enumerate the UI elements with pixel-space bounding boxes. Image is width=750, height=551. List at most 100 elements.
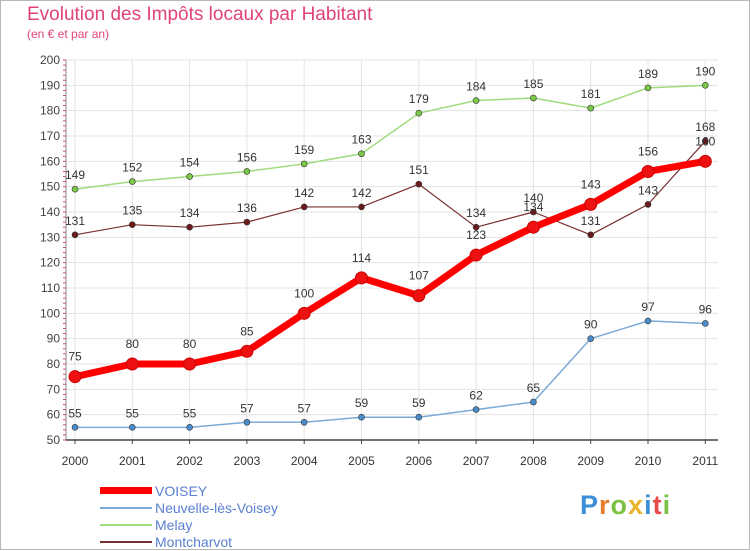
data-label: 163	[351, 133, 371, 147]
data-label: 159	[294, 143, 314, 157]
x-tick-label: 2005	[348, 454, 375, 468]
data-point	[183, 357, 197, 371]
data-label: 185	[523, 77, 543, 91]
data-point	[644, 317, 652, 325]
y-tick-label: 70	[47, 382, 61, 396]
legend-swatch	[100, 524, 152, 526]
data-label: 143	[581, 177, 601, 191]
data-label: 57	[298, 401, 312, 415]
data-label: 80	[183, 337, 197, 351]
series-line	[74, 320, 707, 429]
chart-subtitle: (en € et par an)	[27, 27, 110, 41]
data-point	[358, 413, 365, 421]
data-point	[587, 104, 595, 112]
x-tick-label: 2000	[62, 454, 89, 468]
data-point	[701, 137, 709, 145]
data-point	[297, 306, 311, 320]
y-tick-label: 170	[40, 129, 60, 143]
data-label: 90	[584, 318, 598, 332]
data-label: 154	[180, 156, 200, 170]
series-line	[74, 140, 706, 236]
data-label: 134	[466, 206, 486, 220]
legend-label: Neuvelle-lès-Voisey	[155, 500, 278, 516]
y-tick-label: 130	[40, 230, 60, 244]
data-point	[71, 185, 79, 193]
data-label: 59	[355, 396, 369, 410]
data-point	[584, 197, 598, 211]
data-point	[129, 221, 136, 228]
data-label: 142	[351, 186, 371, 200]
y-tick-label: 150	[40, 180, 60, 194]
data-point	[526, 220, 540, 234]
logo-letter: P	[580, 490, 600, 520]
data-point	[472, 97, 480, 104]
y-tick-label: 90	[47, 332, 61, 346]
data-label: 55	[68, 406, 82, 420]
y-tick-label: 100	[40, 306, 60, 320]
data-point	[355, 271, 368, 285]
data-label: 152	[122, 161, 142, 175]
data-point	[415, 109, 423, 117]
data-point	[415, 180, 423, 188]
data-label: 131	[581, 214, 601, 228]
data-point	[186, 173, 193, 180]
data-point	[129, 424, 136, 431]
data-point	[644, 201, 652, 208]
proxiti-logo: Proxiti	[580, 490, 671, 521]
y-tick-label: 200	[40, 53, 60, 67]
logo-letter: i	[644, 490, 653, 520]
legend-label: VOISEY	[155, 483, 208, 499]
x-tick-label: 2009	[577, 454, 604, 468]
x-tick-label: 2001	[119, 454, 146, 468]
data-point	[530, 94, 537, 102]
data-label: 107	[409, 269, 429, 283]
data-label: 55	[126, 406, 140, 420]
data-label: 62	[469, 389, 483, 403]
chart-title: Evolution des Impôts locaux par Habitant	[27, 4, 373, 25]
data-point	[243, 168, 251, 175]
data-point	[71, 424, 79, 431]
legend-label: Montcharvot	[155, 534, 233, 550]
data-point	[644, 84, 652, 92]
logo-letter: o	[610, 490, 629, 520]
data-label: 131	[65, 214, 85, 228]
y-tick-label: 80	[47, 357, 61, 371]
data-point	[300, 203, 308, 211]
data-label: 151	[409, 163, 429, 177]
logo-letter: t	[652, 490, 663, 520]
data-label: 65	[527, 381, 541, 395]
data-point	[358, 150, 365, 158]
y-tick-label: 160	[40, 154, 60, 168]
data-label: 75	[68, 350, 82, 364]
plot-area	[66, 60, 718, 440]
data-point	[415, 413, 423, 421]
x-tick-label: 2002	[176, 454, 203, 468]
data-label: 149	[65, 168, 85, 182]
data-label: 57	[240, 401, 254, 415]
y-tick-label: 120	[40, 256, 60, 270]
legend-swatch	[100, 507, 152, 509]
legend-swatch	[100, 541, 152, 543]
data-label: 100	[294, 286, 314, 300]
data-label: 55	[183, 406, 197, 420]
data-label: 168	[695, 120, 715, 134]
data-label: 179	[409, 92, 429, 106]
data-point	[240, 344, 254, 358]
data-point	[472, 406, 480, 413]
x-tick-label: 2004	[291, 454, 318, 468]
data-label: 184	[466, 80, 486, 94]
data-point	[186, 424, 193, 431]
series-line	[74, 84, 707, 190]
data-point	[300, 418, 308, 426]
data-point	[701, 320, 709, 327]
data-point	[243, 218, 251, 226]
data-point	[469, 248, 483, 262]
data-point	[300, 160, 308, 168]
data-point	[472, 223, 480, 231]
y-tick-label: 110	[41, 281, 60, 295]
series-line	[71, 157, 709, 381]
x-tick-label: 2010	[635, 454, 662, 468]
data-point	[71, 231, 79, 239]
data-label: 123	[466, 228, 486, 242]
